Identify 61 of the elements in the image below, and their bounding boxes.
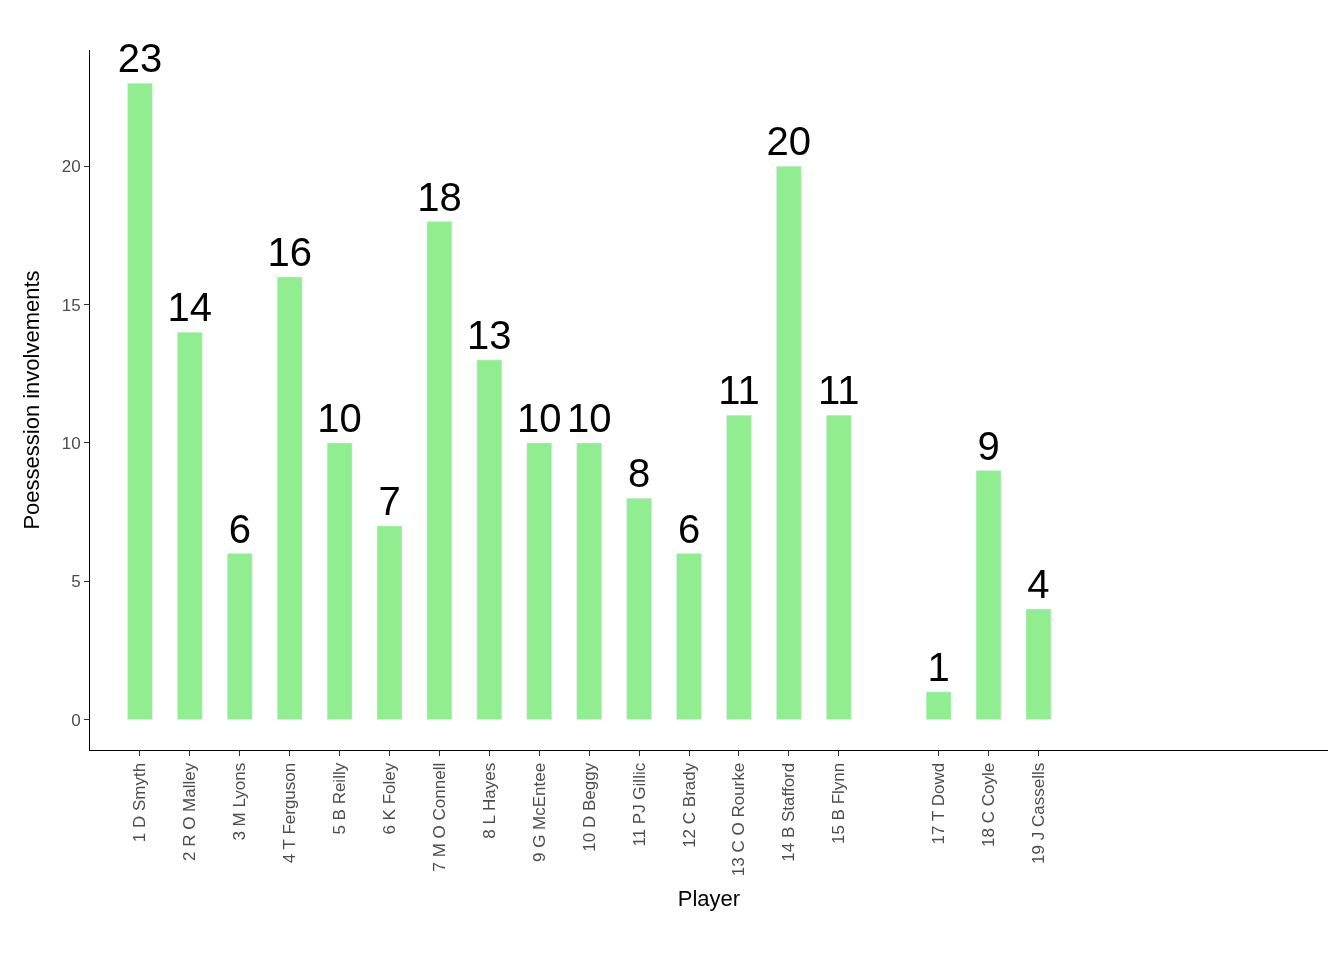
x-axis-title: Player <box>677 886 741 912</box>
data-label: 6 <box>677 506 701 551</box>
bar <box>426 221 453 720</box>
x-tick-label: 3 M Lyons <box>230 762 250 841</box>
bar <box>526 442 552 720</box>
bar <box>276 276 303 720</box>
bar <box>925 691 952 720</box>
data-label: 9 <box>977 423 1000 468</box>
x-tick-label: 1 D Smyth <box>130 762 150 843</box>
data-label: 7 <box>378 478 401 523</box>
bar <box>476 359 503 720</box>
x-tick-label: 12 C Brady <box>679 762 699 848</box>
bar <box>776 165 802 720</box>
bar <box>576 442 602 720</box>
y-axis-title: Poessession involvements <box>19 270 45 530</box>
data-label: 1 <box>927 644 950 689</box>
x-tick-label: 18 C Coyle <box>979 762 999 847</box>
y-tick-label: 5 <box>71 572 81 592</box>
x-tick-label: 11 PJ Gillic <box>629 762 649 847</box>
data-label: 10 <box>566 395 612 440</box>
bar <box>127 82 153 720</box>
x-tick-label: 14 B Stafford <box>779 762 799 862</box>
bar <box>1025 608 1052 720</box>
x-tick-label: 13 C O Rourke <box>729 762 749 877</box>
y-tick-label: 20 <box>61 157 81 177</box>
x-tick-label: 7 M O Connell <box>429 762 449 872</box>
bar <box>177 331 203 720</box>
data-label: 8 <box>627 451 651 496</box>
bar <box>975 470 1002 720</box>
data-label: 13 <box>467 312 512 357</box>
x-tick-label: 19 J Cassells <box>1028 762 1048 864</box>
data-label: 11 <box>718 368 760 413</box>
data-label: 23 <box>117 36 163 81</box>
x-tick-label: 15 B Flynn <box>829 762 849 845</box>
y-tick-label: 15 <box>61 295 81 315</box>
x-tick-label: 8 L Hayes <box>479 762 499 839</box>
bar <box>227 553 253 720</box>
bar <box>326 442 353 720</box>
x-tick-label: 10 D Beggy <box>579 762 599 852</box>
bar <box>626 497 652 720</box>
data-label: 6 <box>228 506 251 551</box>
bar <box>826 414 852 720</box>
bar <box>676 553 702 720</box>
data-label: 4 <box>1027 561 1050 606</box>
data-label: 18 <box>417 174 462 219</box>
x-tick-label: 2 R O Malley <box>180 762 200 862</box>
data-label: 14 <box>167 285 213 330</box>
x-tick-label: 4 T Ferguson <box>280 762 300 864</box>
data-label: 16 <box>267 229 312 274</box>
x-tick-label: 17 T Dowd <box>929 762 949 845</box>
y-tick-label: 10 <box>61 433 81 453</box>
data-label: 11 <box>818 368 860 413</box>
bar <box>726 414 752 720</box>
data-label: 10 <box>317 395 362 440</box>
data-label: 20 <box>766 119 812 164</box>
y-tick-label: 0 <box>71 710 81 730</box>
x-tick-label: 5 B Reilly <box>330 762 350 835</box>
data-label: 10 <box>517 395 562 440</box>
x-tick-label: 9 G McEntee <box>529 762 549 863</box>
x-tick-label: 6 K Foley <box>380 762 400 835</box>
bar <box>376 525 403 720</box>
